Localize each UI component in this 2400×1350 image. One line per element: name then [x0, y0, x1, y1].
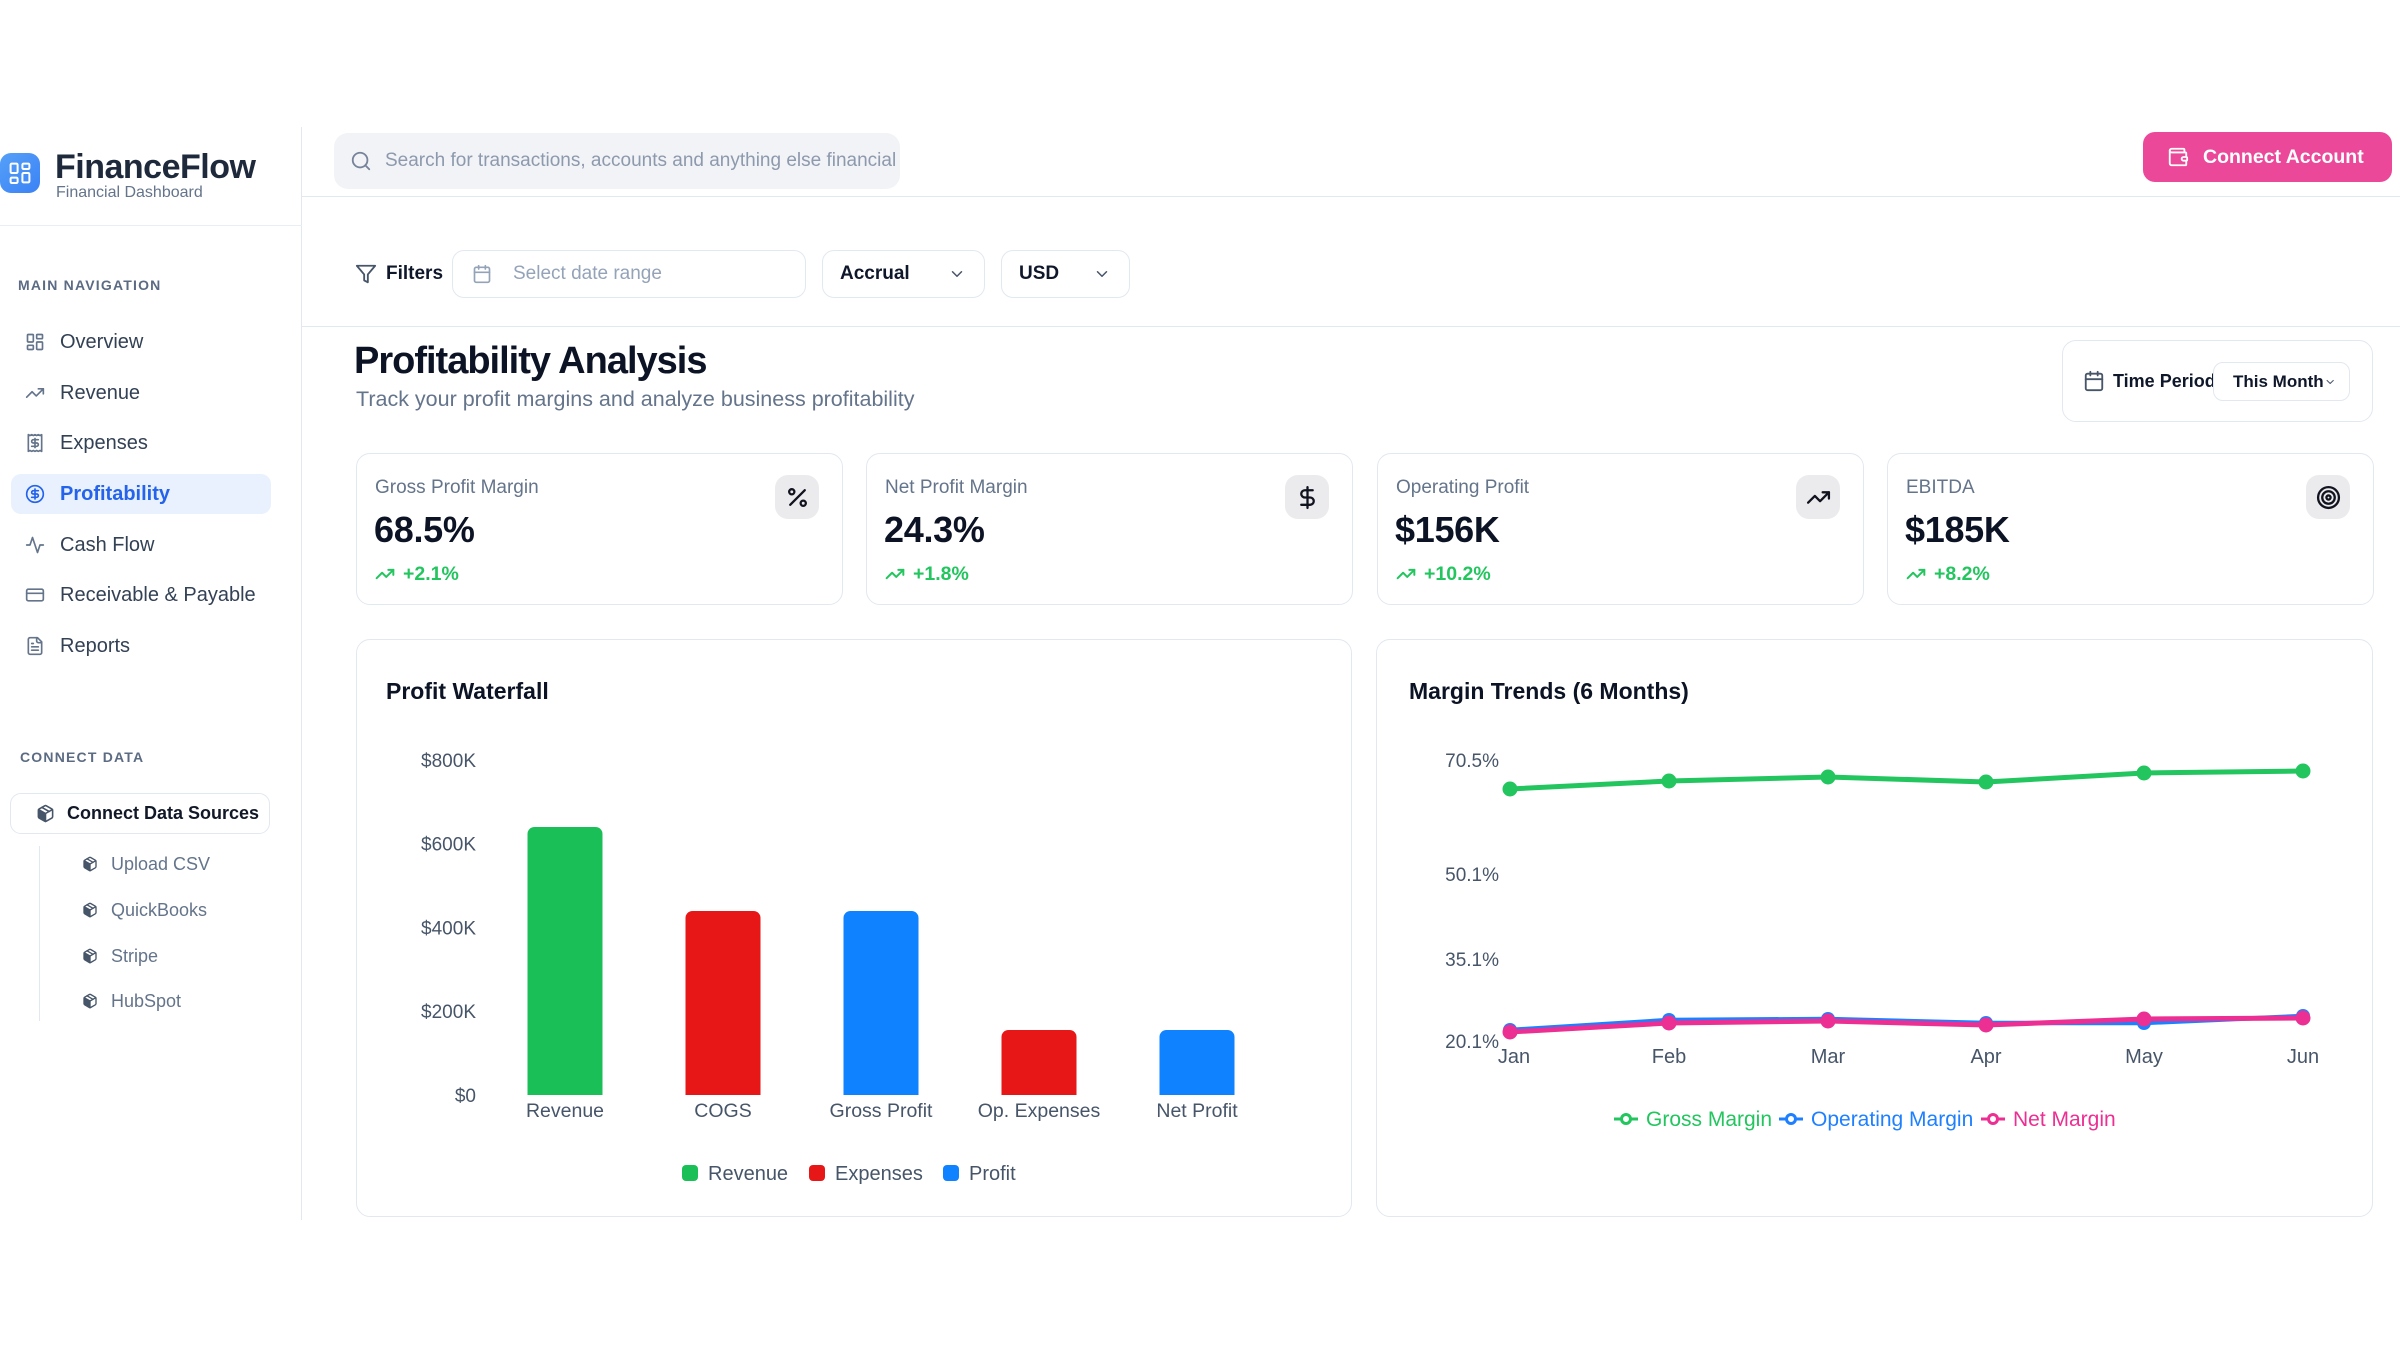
- svg-text:35.1%: 35.1%: [1445, 950, 1499, 971]
- svg-text:Profit: Profit: [969, 1163, 1016, 1185]
- svg-text:$600K: $600K: [421, 835, 476, 856]
- svg-text:COGS: COGS: [694, 1100, 751, 1122]
- svg-text:May: May: [2125, 1046, 2163, 1068]
- svg-text:70.5%: 70.5%: [1445, 751, 1499, 772]
- svg-text:Net Profit: Net Profit: [1156, 1100, 1238, 1122]
- svg-text:Operating Margin: Operating Margin: [1811, 1108, 1973, 1131]
- svg-text:Jun: Jun: [2287, 1046, 2319, 1068]
- svg-text:Mar: Mar: [1811, 1046, 1846, 1068]
- svg-text:Revenue: Revenue: [708, 1163, 788, 1185]
- svg-text:Apr: Apr: [1970, 1046, 2001, 1068]
- svg-text:Gross Margin: Gross Margin: [1646, 1108, 1772, 1131]
- svg-text:Feb: Feb: [1652, 1046, 1686, 1068]
- svg-text:Expenses: Expenses: [835, 1163, 923, 1185]
- svg-text:$200K: $200K: [421, 1002, 476, 1023]
- svg-text:Net Margin: Net Margin: [2013, 1108, 2116, 1131]
- svg-text:Jan: Jan: [1498, 1046, 1530, 1068]
- svg-text:$400K: $400K: [421, 919, 476, 940]
- svg-text:Op. Expenses: Op. Expenses: [978, 1100, 1101, 1122]
- svg-text:$800K: $800K: [421, 751, 476, 772]
- svg-text:Gross Profit: Gross Profit: [830, 1100, 934, 1122]
- svg-text:Revenue: Revenue: [526, 1100, 604, 1122]
- svg-text:20.1%: 20.1%: [1445, 1032, 1499, 1053]
- svg-text:50.1%: 50.1%: [1445, 865, 1499, 886]
- svg-text:$0: $0: [455, 1086, 476, 1107]
